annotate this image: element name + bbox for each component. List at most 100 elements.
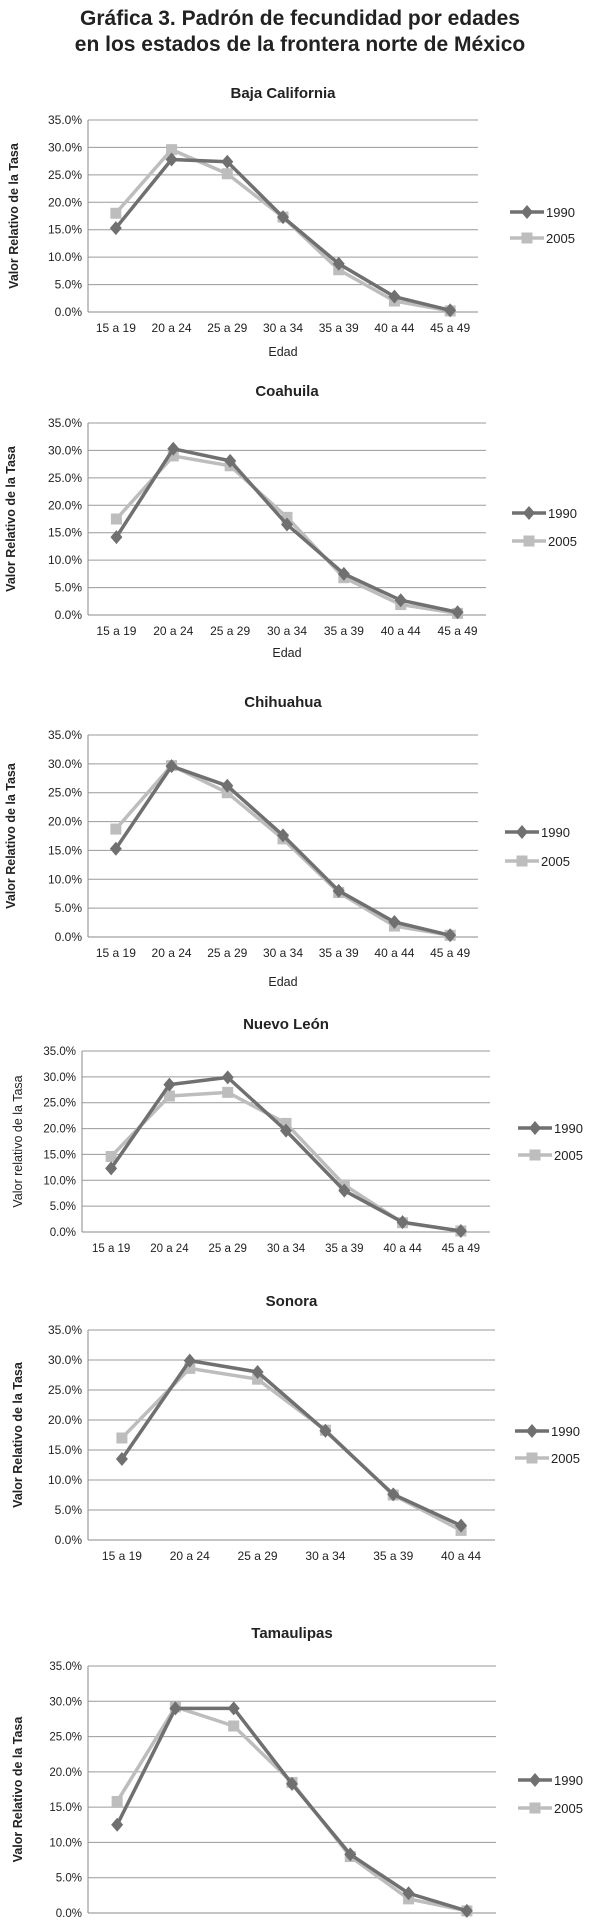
x-tick-label: 15 a 19 <box>102 1549 142 1563</box>
data-point-2005 <box>166 144 178 156</box>
legend-label-2005: 2005 <box>541 854 570 869</box>
data-point-1990 <box>388 914 401 929</box>
chart-coahuila: Coahuila 0.0% 5.0% 10.0% 15.0% 20.0% 25.0% 30.0… <box>0 380 600 670</box>
series-line-1990 <box>120 1358 462 1528</box>
data-point-2005 <box>110 513 122 525</box>
data-point-2005 <box>280 1117 292 1129</box>
data-point-1990 <box>167 441 180 456</box>
chart-chihuahua: Chihuahua 0.0% 5.0% 10.0% 15.0% 20.0% 25.0% 30.… <box>0 692 600 992</box>
y-axis-label: Valor Relativo de la Tasa <box>11 1716 25 1863</box>
legend-marker-2005 <box>523 535 535 547</box>
legend-marker-1990 <box>523 506 535 520</box>
series-line-2005 <box>115 454 458 616</box>
y-tick-label: 35.0% <box>48 728 82 742</box>
x-tick-label: 30 a 34 <box>263 321 303 335</box>
data-point-1990 <box>451 605 464 620</box>
x-tick-label: 40 a 44 <box>381 624 421 638</box>
series-line-2005 <box>109 1090 462 1233</box>
data-point-2005 <box>163 1090 175 1102</box>
series-line-2005 <box>114 147 451 313</box>
y-tick-label: 20.0% <box>48 498 82 512</box>
data-point-1990 <box>221 154 234 169</box>
x-tick-label: 35 a 39 <box>373 1549 413 1563</box>
chart-tamaulipas: Tamaulipas 0.0% 5.0% 10.0% 15.0% 20.0% 25.0% 30… <box>0 1620 600 1925</box>
data-point-1990 <box>337 566 350 581</box>
y-tick-label: 25.0% <box>48 786 82 800</box>
data-point-1990 <box>286 1776 298 1791</box>
data-point-1990 <box>454 1223 467 1238</box>
y-tick-label: 10.0% <box>48 872 82 886</box>
y-tick-label: 25.0% <box>49 1732 82 1744</box>
x-axis-label: Edad <box>272 646 301 660</box>
y-tick-label: 5.0% <box>50 1201 76 1213</box>
legend-marker-1990 <box>529 1773 541 1787</box>
data-point-1990 <box>332 883 345 898</box>
chart-title: Chihuahua <box>244 694 322 711</box>
page-title: Gráfica 3. Padrón de fecundidad por edad… <box>0 0 600 58</box>
y-tick-label: 0.0% <box>55 608 83 622</box>
data-point-1990 <box>394 593 407 608</box>
legend-marker-2005 <box>526 1452 538 1464</box>
data-point-1990 <box>163 1077 176 1092</box>
legend-label-1990: 1990 <box>541 825 570 840</box>
chart-title: Tamaulipas <box>251 1625 332 1642</box>
legend-label-2005: 2005 <box>554 1801 583 1816</box>
data-point-1990 <box>277 210 289 225</box>
x-tick-label: 20 a 24 <box>153 624 193 638</box>
x-tick-label: 20 a 24 <box>152 321 192 335</box>
series-line-1990 <box>114 157 451 313</box>
data-point-1990 <box>344 1847 357 1862</box>
data-point-2005 <box>105 1150 117 1162</box>
y-tick-label: 20.0% <box>48 1413 82 1427</box>
data-point-2005 <box>252 1373 264 1385</box>
data-point-2005 <box>167 450 179 462</box>
y-tick-label: 10.0% <box>48 250 82 264</box>
x-tick-label: 30 a 34 <box>305 1549 345 1563</box>
x-tick-label: 30 a 34 <box>267 624 307 638</box>
chart-svg-sonora: Sonora 0.0% 5.0% 10.0% 15.0% 20.0% 25.0% 30.0% 3… <box>11 1293 580 1563</box>
x-tick-label: 15 a 19 <box>96 624 136 638</box>
x-tick-label: 40 a 44 <box>374 946 414 960</box>
y-tick-label: 10.0% <box>48 553 82 567</box>
y-axis-label: Valor relativo de la Tasa <box>11 1075 25 1207</box>
data-point-1990 <box>280 1123 292 1138</box>
y-tick-label: 20.0% <box>43 1124 76 1136</box>
data-point-1990 <box>224 453 237 468</box>
data-point-1990 <box>221 778 234 793</box>
y-tick-label: 35.0% <box>48 416 82 430</box>
data-point-2005 <box>116 1432 128 1444</box>
x-tick-label: 25 a 29 <box>238 1549 278 1563</box>
data-point-2005 <box>222 1086 234 1098</box>
data-point-1990 <box>115 1452 128 1466</box>
y-tick-label: 15.0% <box>48 843 82 857</box>
legend-label-1990: 1990 <box>554 1773 583 1788</box>
series-line-2005 <box>115 1705 468 1913</box>
y-axis-label: Valor Relativo de la Tasa <box>7 142 21 289</box>
legend-marker-2005 <box>521 232 533 244</box>
x-tick-label: 25 a 29 <box>207 321 247 335</box>
x-tick-label: 45 a 49 <box>430 321 470 335</box>
y-axis-label: Valor Relativo de la Tasa <box>11 1361 25 1508</box>
x-tick-label: 15 a 19 <box>92 1243 130 1255</box>
data-point-1990 <box>165 759 178 774</box>
y-tick-label: 30.0% <box>48 443 82 457</box>
legend-label-1990: 1990 <box>551 1424 580 1439</box>
series-line-1990 <box>115 1706 468 1913</box>
y-tick-label: 5.0% <box>55 581 83 595</box>
data-point-2005 <box>281 511 293 523</box>
y-tick-label: 0.0% <box>55 930 83 944</box>
y-axis-label: Valor Relativo de la Tasa <box>4 762 18 909</box>
data-point-2005 <box>110 207 122 219</box>
data-point-1990 <box>165 152 178 167</box>
y-tick-label: 10.0% <box>43 1175 76 1187</box>
legend-label-1990: 1990 <box>554 1121 583 1136</box>
page-title-line-1: Gráfica 3. Padrón de fecundidad por edad… <box>80 7 520 30</box>
y-tick-label: 5.0% <box>55 278 83 292</box>
legend-marker-1990 <box>526 1424 538 1438</box>
data-point-2005 <box>228 1720 240 1732</box>
x-tick-label: 25 a 29 <box>209 1243 247 1255</box>
x-tick-label: 40 a 44 <box>374 321 414 335</box>
data-point-1990 <box>281 517 293 532</box>
x-tick-label: 30 a 34 <box>267 1243 306 1255</box>
legend-label-1990: 1990 <box>546 205 575 220</box>
